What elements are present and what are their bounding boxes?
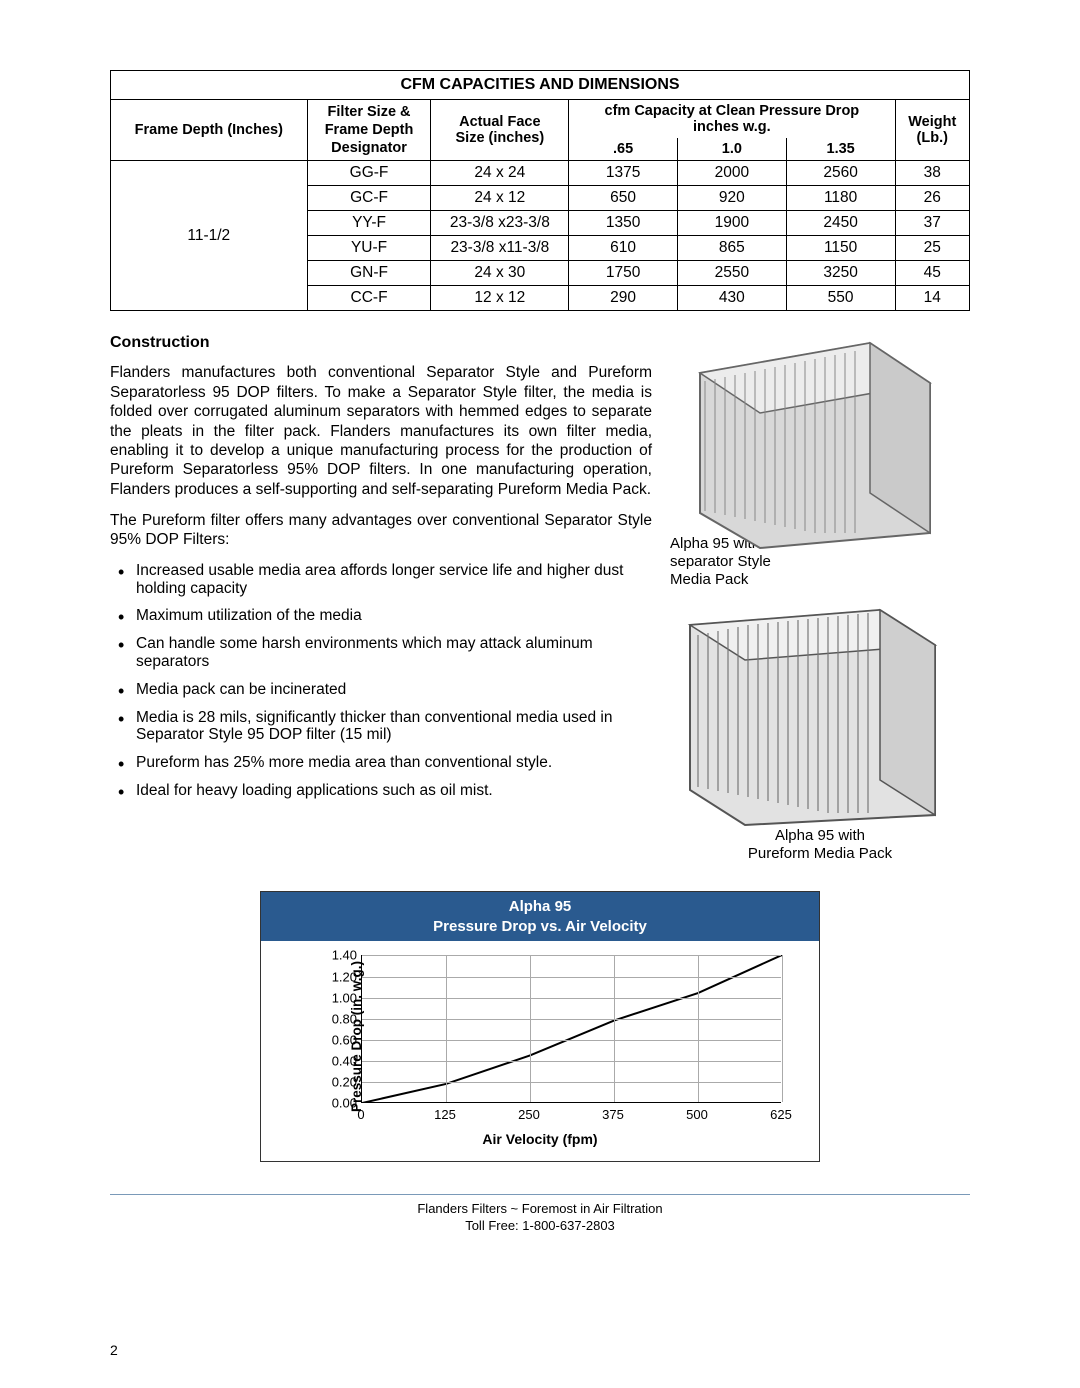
table-title: CFM CAPACITIES AND DIMENSIONS [111,71,970,100]
cell-c135: 2450 [786,211,895,236]
cell-size: 12 x 12 [431,286,569,311]
cell-c10: 865 [677,236,786,261]
capacities-table: CFM CAPACITIES AND DIMENSIONS Frame Dept… [110,70,970,311]
footer: Flanders Filters ~ Foremost in Air Filtr… [110,1201,970,1235]
cell-c10: 920 [677,186,786,211]
hdr-face-size: Actual Face Size (inches) [431,100,569,161]
heading-construction: Construction [110,333,652,353]
xtick: 375 [602,1107,624,1122]
cell-size: 23-3/8 x23-3/8 [431,211,569,236]
cell-c10: 1900 [677,211,786,236]
footer-rule [110,1194,970,1195]
cell-d: YY-F [307,211,431,236]
ytick: 0.80 [319,1011,357,1026]
chart-body: Pressure Drop (in. w.g.) Air Velocity (f… [261,941,819,1161]
hdr-10: 1.0 [677,138,786,161]
xtick: 0 [357,1107,364,1122]
bullet-list: Increased usable media area affords long… [110,562,652,800]
ytick: 1.00 [319,990,357,1005]
cell-d: GN-F [307,261,431,286]
hdr-frame-depth: Frame Depth (Inches) [111,100,308,161]
para2: The Pureform filter offers many advantag… [110,511,652,550]
cell-c135: 1150 [786,236,895,261]
ytick: 0.20 [319,1075,357,1090]
hdr-65: .65 [569,138,678,161]
bullet-item: Pureform has 25% more media area than co… [110,754,652,772]
chart-header: Alpha 95 Pressure Drop vs. Air Velocity [261,892,819,941]
construction-text: Construction Flanders manufactures both … [110,333,652,863]
cell-c135: 3250 [786,261,895,286]
cell-wt: 45 [895,261,970,286]
bullet-item: Maximum utilization of the media [110,607,652,625]
plot-area [361,955,781,1103]
cell-wt: 38 [895,161,970,186]
cell-frame-depth: 11-1/2 [111,161,308,311]
para1: Flanders manufactures both conventional … [110,363,652,499]
cell-d: CC-F [307,286,431,311]
figure-separator [670,333,950,553]
page-number: 2 [110,1342,118,1358]
bullet-item: Increased usable media area affords long… [110,562,652,598]
figure-pureform [670,595,950,835]
ytick: 0.60 [319,1032,357,1047]
cell-size: 24 x 24 [431,161,569,186]
ytick: 1.40 [319,948,357,963]
cell-d: GC-F [307,186,431,211]
ytick: 0.00 [319,1096,357,1111]
cell-d: YU-F [307,236,431,261]
xtick: 625 [770,1107,792,1122]
cell-c10: 430 [677,286,786,311]
bullet-item: Media pack can be incinerated [110,681,652,699]
cell-wt: 37 [895,211,970,236]
cell-size: 24 x 30 [431,261,569,286]
cell-d: GG-F [307,161,431,186]
cell-c135: 550 [786,286,895,311]
bullet-item: Can handle some harsh environments which… [110,635,652,671]
xtick: 250 [518,1107,540,1122]
hdr-designator: Filter Size & Frame Depth Designator [307,100,431,161]
cell-c65: 650 [569,186,678,211]
figure-column: Alpha 95 with separator Style Media Pack [670,333,970,863]
cell-c65: 1750 [569,261,678,286]
cell-wt: 14 [895,286,970,311]
chart-xlabel: Air Velocity (fpm) [261,1131,819,1147]
cell-c135: 1180 [786,186,895,211]
cell-wt: 26 [895,186,970,211]
cell-c10: 2000 [677,161,786,186]
cell-c65: 290 [569,286,678,311]
cell-c135: 2560 [786,161,895,186]
hdr-cfm: cfm Capacity at Clean Pressure Drop inch… [569,100,895,139]
xtick: 500 [686,1107,708,1122]
cell-c10: 2550 [677,261,786,286]
bullet-item: Ideal for heavy loading applications suc… [110,782,652,800]
hdr-weight: Weight (Lb.) [895,100,970,161]
cell-wt: 25 [895,236,970,261]
hdr-135: 1.35 [786,138,895,161]
table-row: 11-1/2GG-F24 x 2413752000256038 [111,161,970,186]
cell-size: 24 x 12 [431,186,569,211]
cell-c65: 1350 [569,211,678,236]
xtick: 125 [434,1107,456,1122]
cell-size: 23-3/8 x11-3/8 [431,236,569,261]
chart-pressure-drop: Alpha 95 Pressure Drop vs. Air Velocity … [260,891,820,1162]
bullet-item: Media is 28 mils, significantly thicker … [110,709,652,745]
ytick: 0.40 [319,1054,357,1069]
cell-c65: 610 [569,236,678,261]
cell-c65: 1375 [569,161,678,186]
ytick: 1.20 [319,969,357,984]
